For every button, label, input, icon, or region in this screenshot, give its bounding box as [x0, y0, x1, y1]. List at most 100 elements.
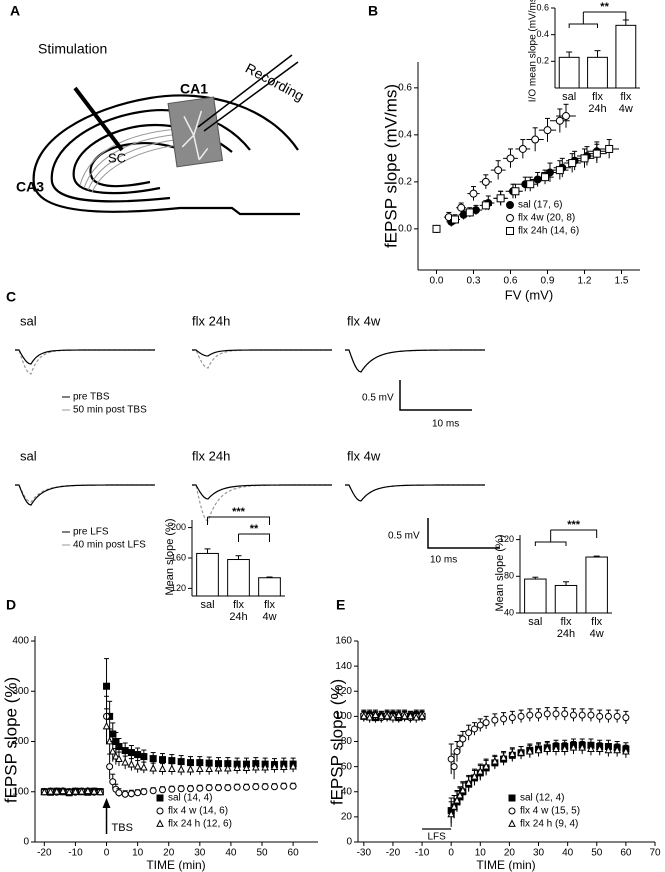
- neuron: [181, 110, 209, 161]
- marker: [552, 744, 560, 752]
- x-tick-label: 60: [620, 848, 632, 859]
- marker: [496, 194, 505, 203]
- marker: [506, 227, 514, 235]
- category-label: flx 4w: [589, 616, 604, 640]
- marker: [465, 729, 473, 737]
- marker: [360, 711, 368, 720]
- marker: [224, 784, 232, 792]
- trace: [345, 484, 485, 502]
- x-tick-label: 1.2: [578, 276, 592, 287]
- marker: [508, 819, 516, 827]
- y-tick-label: 60: [341, 761, 353, 772]
- y-axis-label: fEPSP slope (%): [327, 679, 346, 805]
- outer-contour: [32, 94, 300, 216]
- bracket: [550, 529, 598, 538]
- x-tick-label: 0.9: [541, 276, 555, 287]
- marker: [105, 736, 114, 745]
- marker: [251, 763, 260, 771]
- marker: [115, 754, 123, 762]
- scale-label: 0.5 mV: [388, 531, 420, 542]
- y-tick-label: 40: [504, 607, 514, 617]
- x-tick-label: -10: [415, 848, 430, 859]
- y-tick-label: 0.4: [536, 29, 549, 39]
- marker: [587, 711, 595, 719]
- y-tick-label: 0: [346, 837, 352, 848]
- marker: [613, 745, 621, 754]
- marker: [214, 784, 222, 792]
- marker: [476, 767, 485, 775]
- trace-legend: 50 min post TBS: [73, 405, 147, 416]
- x-tick-label: 20: [163, 848, 175, 859]
- legend-label: sal (17, 6): [518, 200, 562, 211]
- marker: [149, 787, 157, 795]
- marker: [289, 762, 297, 770]
- marker: [371, 710, 380, 719]
- y-tick-label: 0.2: [398, 177, 412, 188]
- y-tick-label: 160: [335, 636, 352, 647]
- marker: [500, 715, 508, 723]
- marker: [108, 746, 117, 755]
- x-tick-label: -20: [386, 848, 401, 859]
- marker: [534, 745, 543, 754]
- x-axis-label: TIME (min): [146, 858, 205, 872]
- marker: [77, 787, 86, 795]
- trace: [345, 484, 485, 502]
- marker: [270, 783, 278, 791]
- marker: [40, 787, 49, 796]
- marker: [432, 224, 441, 233]
- marker: [156, 819, 164, 827]
- marker: [261, 763, 269, 771]
- y-tick-label: 0.2: [536, 56, 549, 66]
- significance: **: [250, 523, 259, 535]
- marker: [526, 711, 534, 719]
- marker: [214, 764, 223, 772]
- marker: [459, 785, 467, 794]
- x-tick-label: 20: [504, 848, 516, 859]
- panel-label: E: [336, 597, 345, 613]
- marker: [552, 710, 560, 718]
- trace: [192, 484, 333, 500]
- legend-label: flx 4w (20, 8): [518, 213, 575, 224]
- panel-label: D: [6, 597, 16, 613]
- marker: [156, 794, 164, 802]
- marker: [622, 714, 630, 722]
- panel-label: A: [10, 3, 20, 19]
- trace-title: sal: [20, 448, 37, 463]
- marker: [562, 112, 570, 121]
- y-tick-label: 100: [12, 786, 29, 797]
- marker: [561, 710, 569, 718]
- marker: [140, 788, 148, 796]
- marker: [52, 787, 61, 795]
- bar: [524, 578, 547, 614]
- y-axis-label: I/O mean slope (mV/ms): [528, 0, 539, 102]
- marker: [541, 173, 550, 182]
- marker: [499, 753, 508, 761]
- y-tick-label: 20: [341, 812, 353, 823]
- scale-label: 10 ms: [430, 555, 457, 566]
- marker: [578, 743, 587, 751]
- marker: [569, 711, 577, 719]
- y-axis-label: Mean slope (%): [164, 518, 176, 595]
- marker: [115, 789, 123, 797]
- marker: [459, 735, 467, 743]
- marker: [525, 746, 534, 755]
- marker: [65, 787, 74, 796]
- x-tick-label: 0: [448, 848, 454, 859]
- category-label: flx 24h: [588, 91, 607, 115]
- marker: [535, 711, 543, 719]
- bar: [554, 584, 578, 614]
- marker: [133, 762, 142, 770]
- marker: [159, 786, 167, 794]
- marker: [469, 189, 478, 198]
- x-tick-label: 40: [225, 848, 237, 859]
- marker: [451, 215, 459, 224]
- marker: [84, 786, 92, 795]
- bracket: [534, 541, 567, 546]
- marker: [464, 778, 473, 786]
- y-tick-label: 200: [12, 736, 29, 747]
- marker: [112, 751, 120, 760]
- trace: [345, 349, 486, 373]
- marker: [115, 743, 123, 751]
